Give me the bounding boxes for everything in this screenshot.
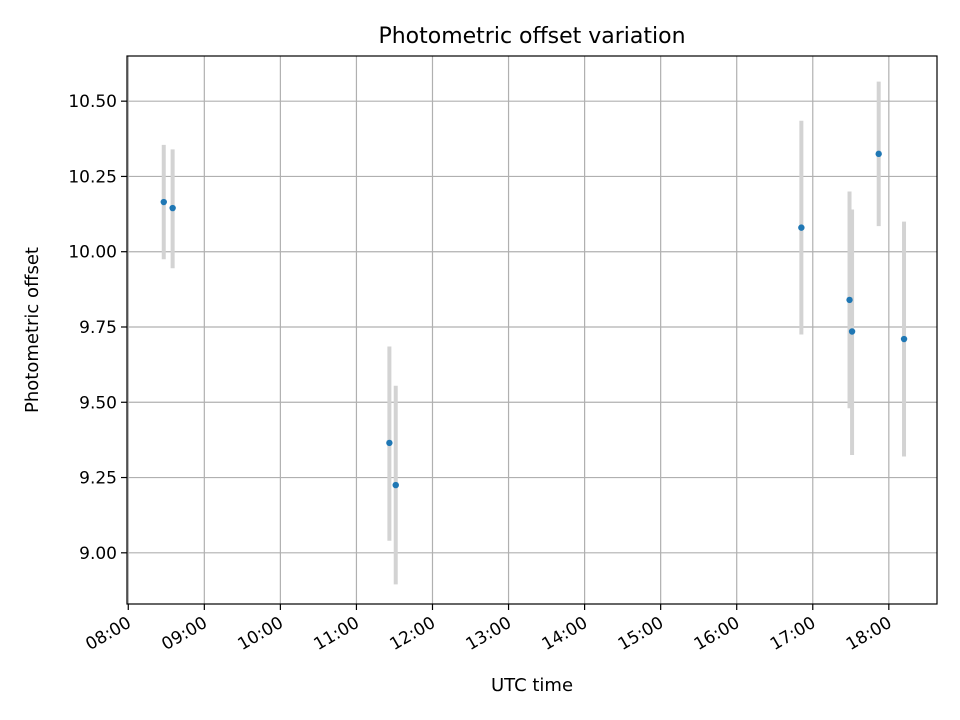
y-tick-label: 10.50 xyxy=(68,92,117,112)
y-axis-label: Photometric offset xyxy=(22,247,43,413)
chart-title: Photometric offset variation xyxy=(378,24,685,49)
x-tick-label: 11:00 xyxy=(311,613,363,655)
data-point xyxy=(848,328,856,335)
data-point xyxy=(900,335,908,343)
x-tick-label: 18:00 xyxy=(843,613,895,655)
data-point xyxy=(875,150,882,158)
y-tick-label: 9.75 xyxy=(79,318,117,338)
x-tick-label: 12:00 xyxy=(387,613,439,655)
data-points xyxy=(160,150,908,489)
x-tick-label: 15:00 xyxy=(615,613,667,655)
grid xyxy=(127,56,937,604)
data-point xyxy=(392,481,399,489)
x-axis-label: UTC time xyxy=(491,675,573,696)
y-tick-label: 10.00 xyxy=(68,243,117,263)
plot-frame xyxy=(126,55,938,605)
data-point xyxy=(169,204,176,212)
x-axis-ticks: 08:00 09:00 10:00 11:00 12:00 13:00 14:00 15:00… xyxy=(82,604,895,655)
error-bars xyxy=(161,81,907,585)
x-tick-label: 09:00 xyxy=(158,613,210,655)
y-tick-label: 9.50 xyxy=(79,393,117,413)
y-tick-label: 9.00 xyxy=(79,544,117,564)
x-tick-label: 16:00 xyxy=(691,613,743,655)
y-tick-label: 10.25 xyxy=(68,167,117,187)
y-axis-ticks: 9.00 9.25 9.50 9.75 10.00 10.25 10.50 xyxy=(68,92,127,564)
x-tick-label: 13:00 xyxy=(463,613,515,655)
data-point xyxy=(160,198,167,206)
data-point xyxy=(846,296,853,304)
x-tick-label: 14:00 xyxy=(539,613,591,655)
y-tick-label: 9.25 xyxy=(79,469,117,489)
x-tick-label: 10:00 xyxy=(234,613,286,655)
x-tick-label: 08:00 xyxy=(82,613,134,655)
data-point xyxy=(798,224,805,231)
x-tick-label: 17:00 xyxy=(767,613,819,655)
data-point xyxy=(386,439,393,447)
